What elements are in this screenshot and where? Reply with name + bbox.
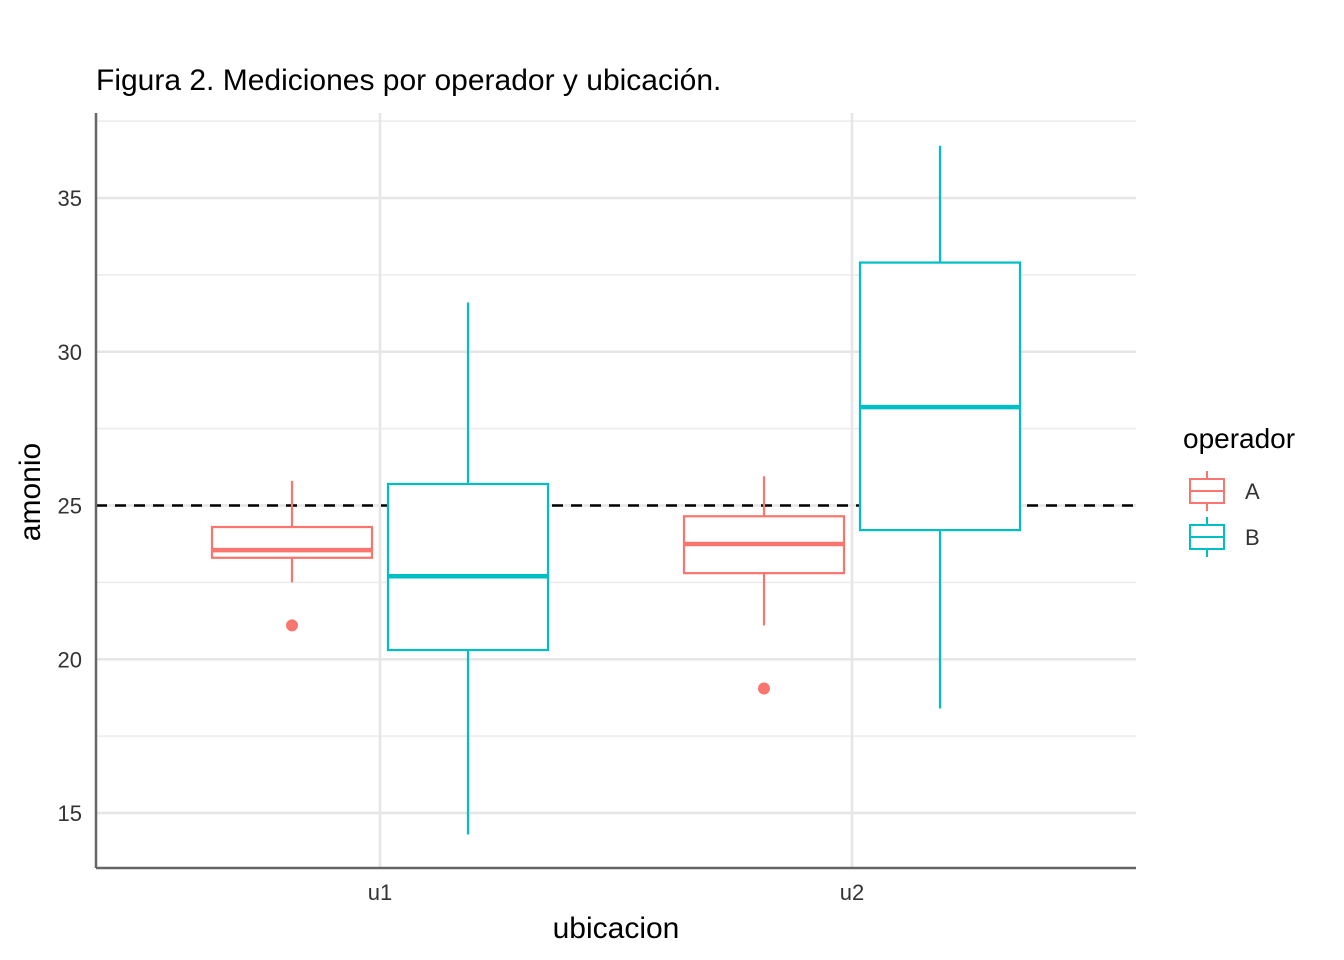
legend: operador AB xyxy=(1183,423,1295,557)
box-A-u1 xyxy=(210,480,374,632)
axes xyxy=(94,113,1136,870)
x-axis-title: ubicacion xyxy=(553,912,680,945)
outlier-point xyxy=(758,682,770,695)
y-tick-label: 15 xyxy=(58,801,82,826)
y-tick-label: 30 xyxy=(58,340,82,365)
y-tick-label: 25 xyxy=(58,494,82,519)
box-rect xyxy=(210,525,374,559)
box-group xyxy=(210,145,1022,835)
legend-label: A xyxy=(1245,479,1260,504)
x-tick-label: u2 xyxy=(840,880,864,905)
y-tick-label: 35 xyxy=(58,186,82,211)
y-tick-label: 20 xyxy=(58,647,82,672)
box-A-u2 xyxy=(682,476,846,695)
outlier-point xyxy=(286,619,298,632)
legend-item-A: A xyxy=(1189,471,1260,511)
legend-label: B xyxy=(1245,525,1260,550)
box-rect xyxy=(858,261,1022,532)
y-axis-title: amonio xyxy=(14,443,47,541)
grid-lines xyxy=(96,113,1136,868)
x-tick-label: u1 xyxy=(368,880,392,905)
legend-title: operador xyxy=(1183,423,1295,454)
chart-title: Figura 2. Mediciones por operador y ubic… xyxy=(96,64,721,97)
box-B-u1 xyxy=(386,302,550,835)
legend-item-B: B xyxy=(1189,517,1260,557)
tick-labels: 15 20 25 30 35 u1 u2 xyxy=(58,186,865,905)
box-B-u2 xyxy=(858,145,1022,709)
box-rect xyxy=(386,482,550,652)
